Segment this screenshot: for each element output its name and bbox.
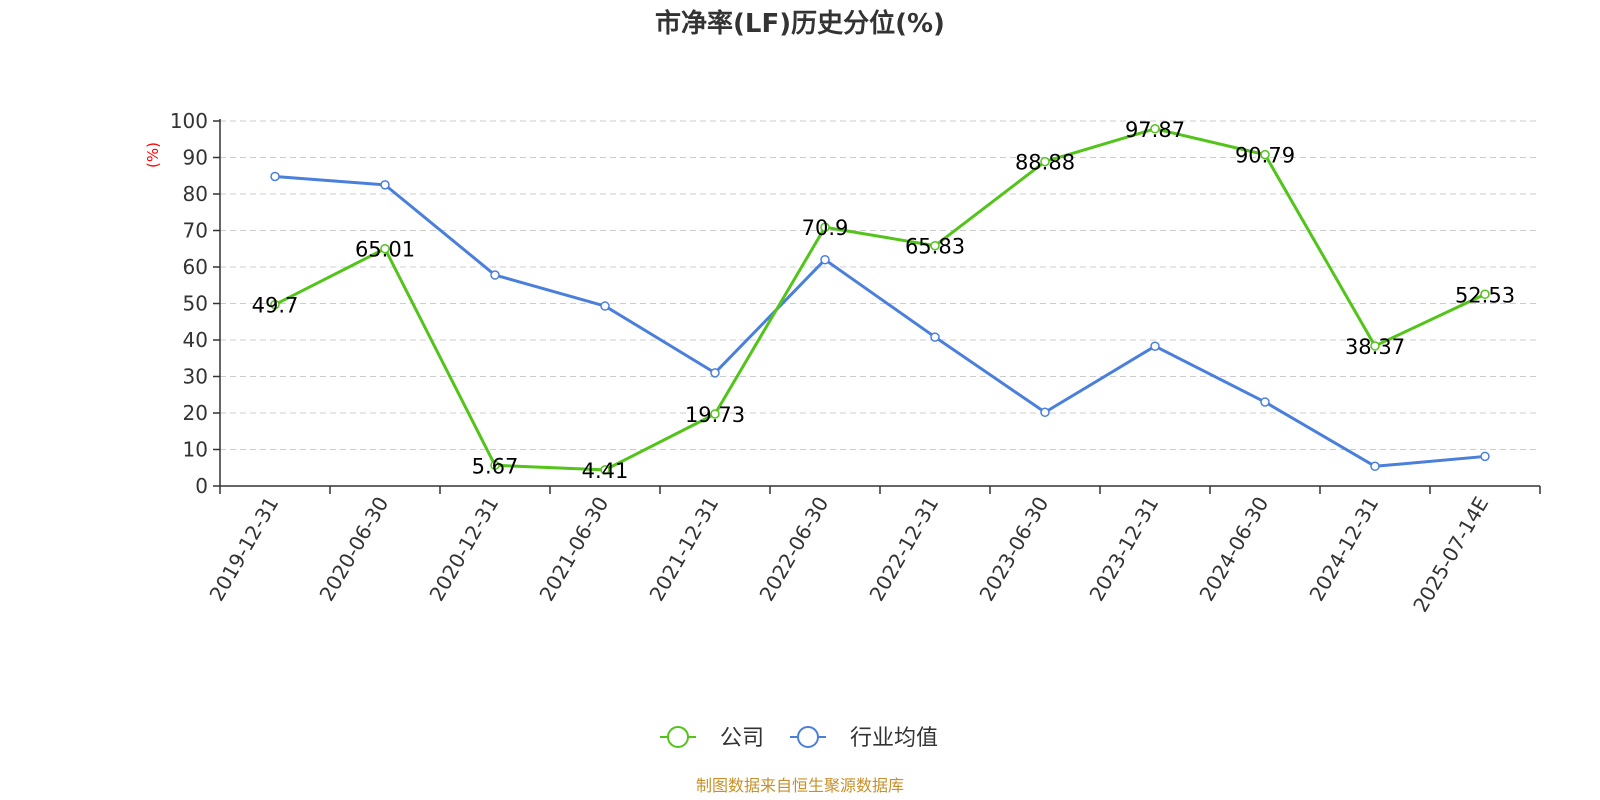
x-tick-label: 2020-12-31 xyxy=(424,493,503,606)
y-tick-label: 0 xyxy=(195,474,208,498)
x-tick-label: 2021-06-30 xyxy=(534,493,613,606)
x-tick-label: 2023-12-31 xyxy=(1084,493,1163,606)
series-line-1 xyxy=(274,174,1486,468)
y-tick-label: 90 xyxy=(183,146,208,170)
y-axis-label: (%) xyxy=(144,142,162,168)
x-tick-label: 2021-12-31 xyxy=(644,493,723,606)
data-label: 5.67 xyxy=(472,454,519,478)
data-point-1 xyxy=(490,270,500,280)
y-tick-label: 40 xyxy=(183,328,208,352)
data-label: 70.9 xyxy=(802,216,849,240)
y-tick-label: 70 xyxy=(183,219,208,243)
legend-marker xyxy=(797,726,819,748)
data-point-0 xyxy=(1370,341,1380,351)
y-tick-label: 20 xyxy=(183,401,208,425)
legend[interactable]: 公司 行业均值 xyxy=(660,726,938,751)
y-tick-label: 30 xyxy=(183,365,208,389)
data-point-0 xyxy=(710,409,720,419)
data-point-0 xyxy=(820,222,830,232)
x-tick-label: 2022-12-31 xyxy=(864,493,943,606)
y-tick-label: 10 xyxy=(183,438,208,462)
series-line-0 xyxy=(274,127,1486,472)
data-point-1 xyxy=(600,301,610,311)
x-tick-label: 2024-12-31 xyxy=(1304,493,1383,606)
data-label: 52.53 xyxy=(1455,283,1515,307)
data-labels: 49.7 65.01 5.67 4.41 19.73 70.9 65.83 88.88 97.8… xyxy=(252,118,1515,483)
data-label: 65.01 xyxy=(355,238,415,262)
data-label: 65.83 xyxy=(905,235,965,259)
legend-marker xyxy=(667,726,689,748)
data-point-1 xyxy=(710,368,720,378)
data-point-1 xyxy=(1480,451,1490,462)
data-point-0 xyxy=(930,240,940,251)
data-point-0 xyxy=(490,460,500,471)
data-point-1 xyxy=(1150,341,1160,351)
y-tick-label: 80 xyxy=(183,182,208,206)
data-point-0 xyxy=(1480,289,1490,300)
data-point-0 xyxy=(1040,156,1050,167)
data-point-1 xyxy=(380,180,390,190)
data-point-0 xyxy=(1150,124,1160,134)
data-label: 97.87 xyxy=(1125,118,1185,142)
data-label: 4.41 xyxy=(582,459,629,483)
data-label: 88.88 xyxy=(1015,151,1075,175)
legend-item-0[interactable]: 公司 xyxy=(660,726,764,751)
legend-label: 公司 xyxy=(720,726,764,751)
x-tick-label: 2022-06-30 xyxy=(754,493,833,606)
data-point-1 xyxy=(820,254,830,265)
data-label: 38.37 xyxy=(1345,335,1405,359)
legend-item-1[interactable]: 行业均值 xyxy=(790,726,938,751)
data-point-1 xyxy=(270,171,280,182)
x-tick-label: 2020-06-30 xyxy=(314,493,393,606)
data-point-1 xyxy=(1260,397,1270,407)
series-lines xyxy=(270,124,1490,475)
data-point-0 xyxy=(380,243,390,254)
data-point-0 xyxy=(270,299,280,310)
data-point-1 xyxy=(1040,407,1050,418)
grid-lines xyxy=(220,120,1540,450)
y-tick-label: 100 xyxy=(170,109,208,133)
data-label: 19.73 xyxy=(685,403,745,427)
data-point-0 xyxy=(1260,149,1270,160)
x-tick-label: 2023-06-30 xyxy=(974,493,1053,606)
x-tick-label: 2024-06-30 xyxy=(1194,493,1273,606)
data-point-0 xyxy=(600,465,610,475)
data-label: 90.79 xyxy=(1235,144,1295,168)
x-tick-label: 2019-12-31 xyxy=(204,493,283,606)
y-tick-label: 60 xyxy=(183,255,208,279)
y-tick-label: 50 xyxy=(183,292,208,316)
legend-label: 行业均值 xyxy=(850,726,938,751)
data-point-1 xyxy=(930,332,940,342)
x-tick-label: 2025-07-14E xyxy=(1408,493,1493,617)
data-point-1 xyxy=(1370,461,1380,472)
chart-title: 市净率(LF)历史分位(%) xyxy=(655,8,945,39)
source-note: 制图数据来自恒生聚源数据库 xyxy=(696,776,904,795)
data-label: 49.7 xyxy=(252,294,299,318)
